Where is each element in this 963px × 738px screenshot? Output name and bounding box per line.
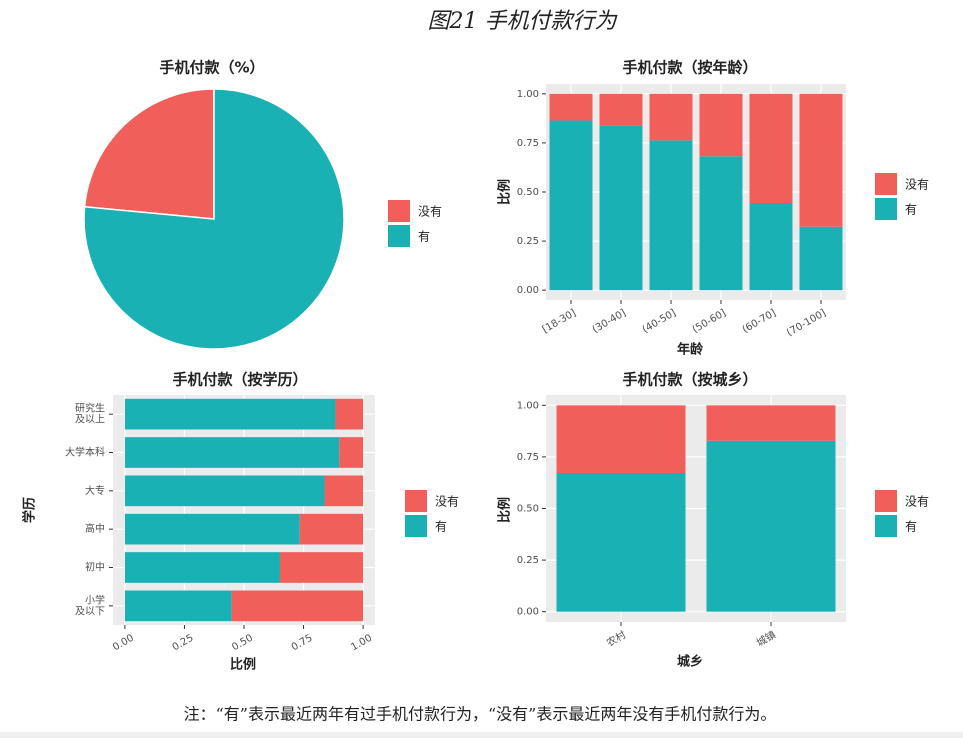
bar: [699, 156, 743, 291]
y-tick-label: 大专: [85, 484, 105, 497]
bar: [124, 552, 280, 583]
y-tick-label: 0.25: [517, 555, 539, 566]
bar: [649, 140, 693, 291]
legend-label: 没有: [418, 204, 442, 219]
bar: [549, 93, 593, 121]
y-tick-label: 0.50: [517, 187, 539, 198]
bar: [124, 437, 340, 468]
bar: [124, 513, 300, 545]
legend-swatch: [875, 173, 897, 195]
x-tick-label: 0.25: [171, 633, 196, 654]
bar: [599, 93, 643, 126]
bar: [124, 475, 325, 507]
y-tick-label: 大学本科: [65, 446, 105, 459]
y-tick-label: 高中: [85, 522, 105, 535]
legend-label: 有: [435, 520, 447, 534]
bar: [556, 405, 686, 474]
legend-swatch: [875, 490, 897, 512]
legend-swatch: [405, 490, 427, 512]
bar: [799, 226, 843, 291]
figure-note: 注：“有”表示最近两年有过手机付款行为，“没有”表示最近两年没有手机付款行为。: [184, 705, 777, 724]
legend-swatch: [388, 200, 410, 222]
y-tick-label: 0.00: [517, 607, 539, 618]
x-tick-label: [18-30]: [541, 308, 579, 336]
bar: [549, 120, 593, 291]
bar: [324, 475, 364, 507]
legend-swatch: [875, 515, 897, 537]
pie-slice: [83, 88, 215, 220]
chart-title: 手机付款（%）: [159, 59, 264, 77]
x-tick-label: 1.00: [349, 633, 374, 654]
x-tick-label: 农村: [604, 628, 628, 649]
legend-label: 有: [905, 203, 917, 217]
legend-label: 没有: [905, 494, 929, 509]
x-tick-label: (70-100]: [785, 308, 828, 339]
x-tick-label: (50-60]: [691, 308, 729, 336]
x-axis-title: 城乡: [677, 654, 703, 670]
y-tick-label: 0.75: [517, 138, 539, 149]
bar: [706, 440, 836, 612]
bar: [124, 398, 336, 430]
y-tick-label: 1.00: [517, 400, 539, 411]
y-tick-label: 0.00: [517, 285, 539, 296]
legend-swatch: [875, 198, 897, 220]
bar: [339, 437, 364, 468]
legend-label: 没有: [435, 494, 459, 509]
y-tick-label: 1.00: [517, 89, 539, 100]
bar: [124, 590, 232, 622]
bottom-strip: [0, 732, 963, 738]
legend-label: 有: [418, 230, 430, 244]
bar: [599, 125, 643, 291]
x-tick-label: 0.00: [111, 633, 136, 654]
legend-swatch: [388, 225, 410, 247]
x-tick-label: 0.75: [290, 633, 315, 654]
x-tick-label: 0.50: [230, 633, 255, 654]
y-tick-label: 小学及以下: [75, 593, 105, 617]
y-axis-title: 学历: [22, 497, 38, 523]
x-tick-label: (40-50]: [641, 308, 679, 336]
y-axis-title: 比例: [497, 497, 513, 523]
y-tick-label: 研究生及以上: [75, 402, 105, 426]
legend-label: 有: [905, 520, 917, 534]
legend-label: 没有: [905, 177, 929, 192]
legend-swatch: [405, 515, 427, 537]
y-axis-title: 比例: [497, 179, 513, 205]
bar: [231, 590, 364, 622]
chart-title: 手机付款（按城乡）: [622, 371, 757, 389]
bar: [799, 93, 843, 227]
bar: [299, 513, 364, 545]
figure-title: 图21 手机付款行为: [428, 9, 619, 34]
x-axis-title: 比例: [230, 657, 256, 673]
pie-slice: [83, 88, 345, 350]
y-tick-label: 初中: [85, 561, 105, 574]
bar: [706, 405, 836, 441]
chart-title: 手机付款（按学历）: [172, 371, 307, 389]
bar: [335, 398, 364, 430]
chart-title: 手机付款（按年龄）: [622, 59, 757, 77]
bar: [749, 93, 793, 203]
x-tick-label: (30-40]: [591, 308, 629, 336]
bar: [279, 552, 364, 583]
y-tick-label: 0.75: [517, 452, 539, 463]
x-axis-title: 年龄: [677, 342, 704, 358]
bar: [749, 202, 793, 291]
y-tick-label: 0.50: [517, 504, 539, 515]
x-tick-label: 城镇: [754, 628, 778, 649]
bar: [649, 93, 693, 141]
bar: [699, 93, 743, 157]
x-tick-label: (60-70]: [741, 308, 779, 336]
bar: [556, 473, 686, 612]
y-tick-label: 0.25: [517, 236, 539, 247]
